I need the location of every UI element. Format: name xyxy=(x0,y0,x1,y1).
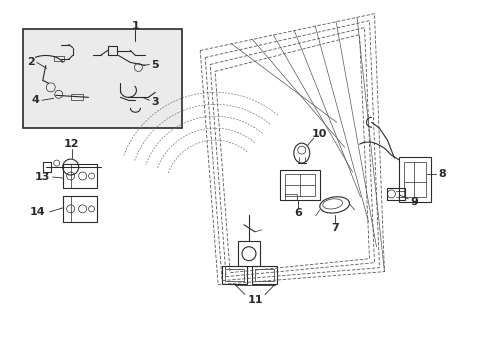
Bar xyxy=(54,57,63,62)
Bar xyxy=(279,170,319,200)
Text: 4: 4 xyxy=(32,95,40,105)
Text: 7: 7 xyxy=(330,223,338,233)
Text: 3: 3 xyxy=(151,97,159,107)
Text: 8: 8 xyxy=(437,169,445,179)
Bar xyxy=(71,94,82,100)
Text: 10: 10 xyxy=(311,129,327,139)
Bar xyxy=(42,162,51,172)
Text: 12: 12 xyxy=(64,139,79,149)
Text: 11: 11 xyxy=(247,294,262,305)
Bar xyxy=(62,164,71,188)
Bar xyxy=(285,174,314,196)
Bar xyxy=(254,269,273,280)
Bar xyxy=(107,45,117,55)
Text: 13: 13 xyxy=(35,172,50,182)
Bar xyxy=(222,266,246,284)
Bar xyxy=(62,164,96,188)
Bar xyxy=(404,162,426,197)
Text: 14: 14 xyxy=(30,207,45,217)
Bar xyxy=(399,157,430,202)
Text: 5: 5 xyxy=(151,60,159,71)
Bar xyxy=(386,188,405,200)
Bar xyxy=(23,28,182,128)
Bar xyxy=(62,196,71,222)
Bar xyxy=(285,194,296,200)
Bar xyxy=(251,266,276,284)
Text: 9: 9 xyxy=(409,197,417,207)
Text: 1: 1 xyxy=(131,21,139,31)
Bar xyxy=(62,196,96,222)
Bar xyxy=(224,269,244,280)
Text: 2: 2 xyxy=(27,58,35,67)
Text: 6: 6 xyxy=(293,208,301,218)
Bar xyxy=(238,241,260,266)
